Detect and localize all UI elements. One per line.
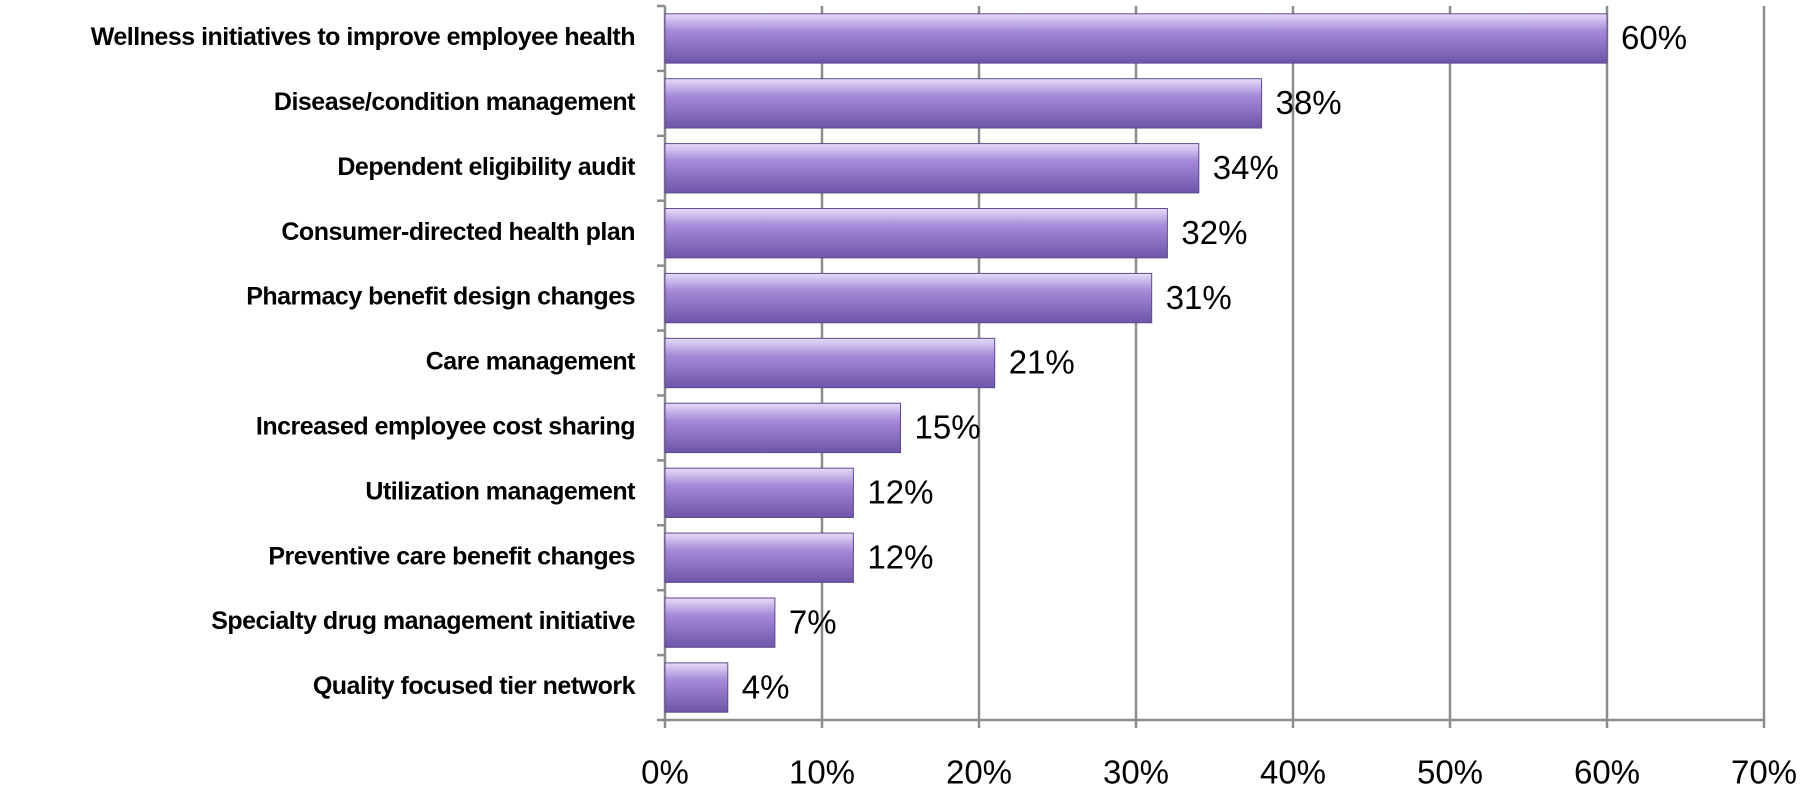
bar — [664, 78, 1263, 129]
x-tick-label: 0% — [641, 754, 689, 791]
data-label: 32% — [1181, 214, 1247, 251]
y-tick-label: Preventive care benefit changes — [268, 542, 635, 570]
bar — [664, 662, 729, 713]
data-label: 31% — [1166, 279, 1232, 316]
data-label: 4% — [742, 668, 790, 705]
bar — [664, 532, 854, 583]
y-tick-label: Dependent eligibility audit — [337, 153, 636, 181]
x-tick-label: 40% — [1260, 754, 1326, 791]
bar — [664, 467, 854, 518]
data-label: 15% — [915, 409, 981, 446]
bar — [664, 402, 901, 454]
bar — [664, 143, 1200, 194]
x-tick-label: 10% — [789, 754, 855, 791]
bar — [664, 208, 1168, 259]
bar — [664, 597, 776, 648]
bar — [664, 13, 1608, 64]
y-tick-label: Pharmacy benefit design changes — [246, 283, 635, 311]
x-tick-label: 70% — [1731, 754, 1797, 791]
data-label: 38% — [1276, 84, 1342, 121]
data-label: 21% — [1009, 344, 1075, 381]
x-tick-label: 60% — [1574, 754, 1640, 791]
x-tick-label: 20% — [946, 754, 1012, 791]
data-label: 7% — [789, 603, 837, 640]
y-tick-label: Utilization management — [365, 477, 636, 505]
bar — [664, 337, 996, 389]
bar — [664, 272, 1153, 324]
y-tick-label: Disease/condition management — [274, 88, 636, 116]
x-tick-label: 50% — [1417, 754, 1483, 791]
y-tick-label: Wellness initiatives to improve employee… — [91, 23, 635, 51]
y-tick-label: Care management — [426, 348, 636, 376]
x-tick-label: 30% — [1103, 754, 1169, 791]
y-tick-label: Consumer-directed health plan — [281, 218, 635, 246]
data-label: 12% — [867, 474, 933, 511]
y-tick-label: Increased employee cost sharing — [256, 413, 635, 441]
data-label: 12% — [867, 538, 933, 575]
data-label: 60% — [1621, 19, 1687, 56]
y-tick-label: Specialty drug management initiative — [211, 607, 635, 635]
y-tick-label: Quality focused tier network — [313, 672, 636, 700]
data-label: 34% — [1213, 149, 1279, 186]
